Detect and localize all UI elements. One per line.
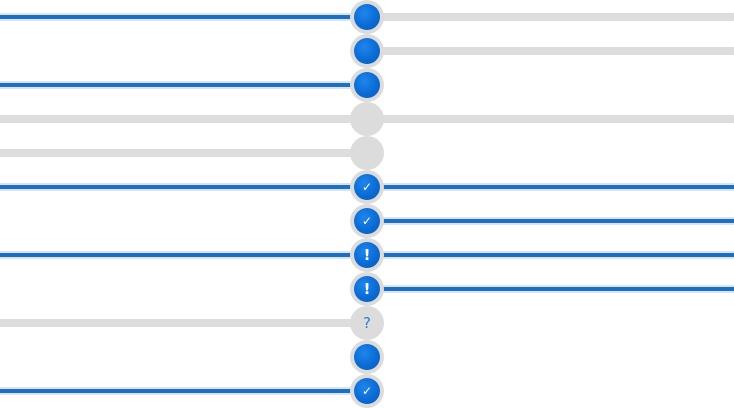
connector-left-complete xyxy=(0,387,360,395)
step-node-active[interactable] xyxy=(350,34,384,68)
connector-right-complete xyxy=(374,183,734,191)
step-node-complete[interactable]: ✓ xyxy=(350,374,384,408)
step-node-inner: ? xyxy=(354,310,380,336)
connector-right-complete xyxy=(374,251,734,259)
step-node-pending[interactable] xyxy=(350,136,384,170)
step-node-warning[interactable]: ! xyxy=(350,238,384,272)
question-icon: ? xyxy=(363,313,371,332)
step-node-warning[interactable]: ! xyxy=(350,272,384,306)
step-node-inner: ✓ xyxy=(354,174,380,200)
exclamation-icon: ! xyxy=(363,279,371,298)
connector-right-complete xyxy=(374,217,734,225)
step-node-inner xyxy=(354,72,380,98)
progress-step-row xyxy=(0,136,734,170)
connector-left-complete xyxy=(0,251,360,259)
connector-left-complete xyxy=(0,183,360,191)
connector-left-pending xyxy=(0,319,360,327)
step-node-unknown[interactable]: ? xyxy=(350,306,384,340)
step-node-complete[interactable]: ✓ xyxy=(350,204,384,238)
connector-right-pending xyxy=(374,115,734,123)
step-node-active[interactable] xyxy=(350,68,384,102)
check-icon: ✓ xyxy=(361,214,373,228)
progress-step-row xyxy=(0,340,734,374)
step-node-inner: ✓ xyxy=(354,208,380,234)
step-node-pending[interactable] xyxy=(350,102,384,136)
step-node-inner xyxy=(354,38,380,64)
connector-right-pending xyxy=(374,47,734,55)
step-node-active[interactable] xyxy=(350,340,384,374)
step-node-active[interactable] xyxy=(350,0,384,34)
step-node-inner: ✓ xyxy=(354,378,380,404)
connector-left-pending xyxy=(0,115,360,123)
step-node-inner: ! xyxy=(354,276,380,302)
exclamation-icon: ! xyxy=(363,245,371,264)
progress-step-row: ! xyxy=(0,238,734,272)
progress-step-row: ? xyxy=(0,306,734,340)
progress-step-row: ✓ xyxy=(0,204,734,238)
connector-left-complete xyxy=(0,81,360,89)
progress-step-row: ✓ xyxy=(0,374,734,408)
check-icon: ✓ xyxy=(361,384,373,398)
step-node-inner xyxy=(354,344,380,370)
connector-left-pending xyxy=(0,149,360,157)
step-node-inner xyxy=(354,4,380,30)
connector-left-complete xyxy=(0,13,360,21)
progress-step-row xyxy=(0,68,734,102)
progress-step-row xyxy=(0,0,734,34)
check-icon: ✓ xyxy=(361,180,373,194)
step-node-inner: ! xyxy=(354,242,380,268)
step-node-complete[interactable]: ✓ xyxy=(350,170,384,204)
connector-right-complete xyxy=(374,285,734,293)
progress-step-row: ! xyxy=(0,272,734,306)
progress-step-row: ✓ xyxy=(0,170,734,204)
connector-right-pending xyxy=(374,13,734,21)
progress-step-row xyxy=(0,102,734,136)
progress-step-row xyxy=(0,34,734,68)
